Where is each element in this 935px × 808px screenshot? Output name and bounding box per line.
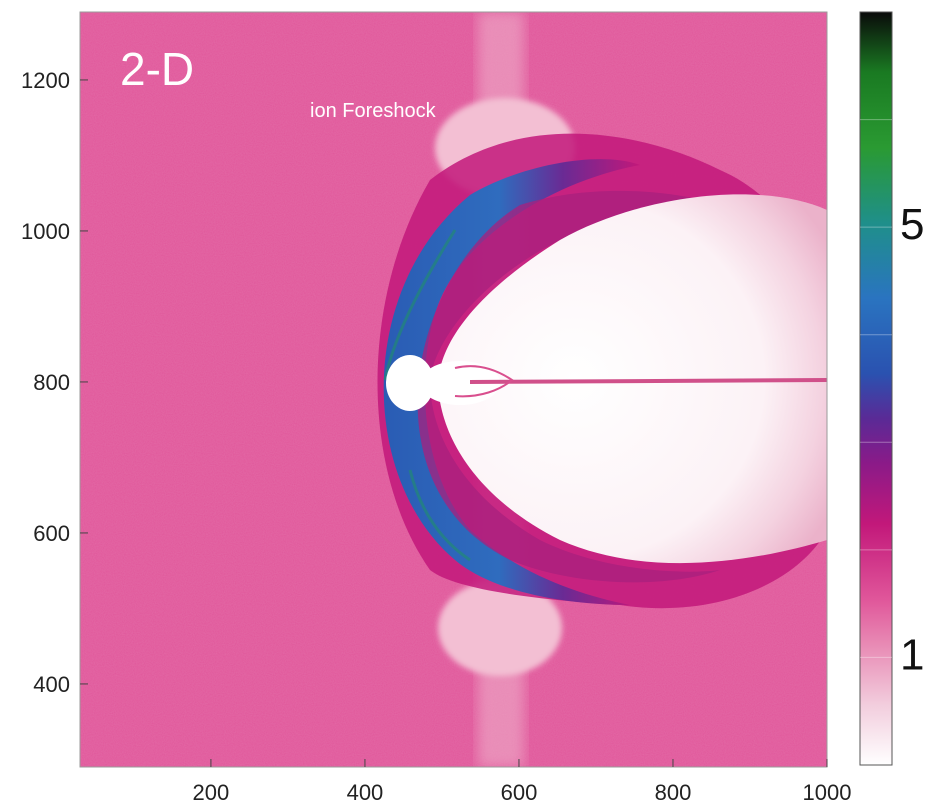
plasma-tail <box>454 365 514 398</box>
y-tick-label: 600 <box>33 521 70 546</box>
foreshock-annotation: ion Foreshock <box>310 100 437 122</box>
plot-frame <box>79 11 828 768</box>
colorbar-gradient <box>859 11 893 766</box>
magnetosheath <box>383 159 640 606</box>
colorbar-ticks: 15 <box>860 119 924 679</box>
y-tick-label: 400 <box>33 672 70 697</box>
x-tick-label: 400 <box>347 780 384 805</box>
heatmap-plot-area <box>80 12 827 767</box>
magnetospheric-cavity <box>438 194 827 564</box>
x-tick-label: 800 <box>655 780 692 805</box>
x-tick-label: 200 <box>193 780 230 805</box>
colorbar-tick-label: 5 <box>900 200 924 249</box>
plasma-tail <box>469 378 827 384</box>
sheath-green-streak <box>383 229 457 381</box>
obstacle <box>386 355 434 411</box>
colorbar: 15 <box>859 11 924 766</box>
x-axis: 200 400 600 800 1000 <box>193 759 852 805</box>
colorbar-tick-label: 1 <box>900 630 924 679</box>
y-tick-label: 800 <box>33 370 70 395</box>
x-tick-label: 1000 <box>803 780 852 805</box>
panel-label: 2-D <box>120 43 194 95</box>
y-tick-label: 1000 <box>21 219 70 244</box>
y-tick-label: 1200 <box>21 68 70 93</box>
lower-foreshock-lobe <box>438 580 562 676</box>
sheath-green-streak <box>408 469 471 562</box>
x-tick-label: 600 <box>501 780 538 805</box>
y-axis: 400 600 800 1000 1200 <box>21 68 88 697</box>
